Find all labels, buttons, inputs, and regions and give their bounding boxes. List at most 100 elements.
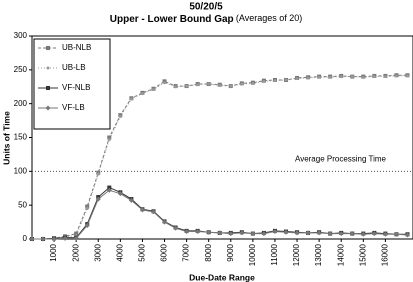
marker [40, 236, 46, 242]
chart-title: 50/20/5 [189, 2, 223, 13]
y-tick-label: 50 [18, 200, 27, 209]
x-tick-label: 14000 [336, 243, 345, 266]
y-tick-label: 150 [14, 133, 28, 142]
marker [118, 115, 122, 119]
marker [228, 231, 234, 237]
marker [404, 232, 410, 238]
y-tick-label: 100 [14, 166, 28, 175]
marker [393, 231, 399, 237]
marker [195, 229, 201, 235]
marker [107, 138, 111, 142]
marker [382, 231, 388, 237]
x-axis-title: Due-Date Range [189, 272, 255, 282]
x-tick-label: 2000 [71, 243, 80, 261]
marker [46, 46, 50, 50]
subtitle: Upper - Lower Bound Gap [110, 14, 234, 25]
y-axis-title: Units of Time [1, 111, 11, 165]
x-tick-label: 8000 [204, 243, 213, 261]
marker [229, 84, 233, 88]
marker [361, 75, 365, 79]
marker [306, 76, 310, 80]
legend-label: UB-NLB [62, 43, 91, 52]
marker [283, 229, 289, 235]
marker [284, 78, 288, 82]
marker [129, 97, 133, 101]
marker [206, 229, 212, 235]
legend-label: VF-NLB [62, 83, 90, 92]
marker [239, 230, 245, 236]
marker [207, 82, 211, 86]
marker [85, 207, 89, 211]
marker [371, 231, 377, 237]
marker [273, 79, 277, 83]
marker [107, 185, 112, 190]
marker [45, 105, 51, 111]
marker [405, 74, 409, 78]
marker [272, 229, 278, 235]
x-tick-label: 4000 [115, 243, 124, 261]
marker [62, 235, 68, 241]
marker [29, 236, 35, 242]
marker [162, 219, 168, 225]
marker [240, 82, 244, 86]
x-tick-label: 12000 [292, 243, 301, 266]
marker [360, 231, 366, 237]
legend-box [33, 38, 111, 130]
marker [173, 225, 179, 231]
marker [317, 75, 321, 79]
marker [150, 209, 156, 215]
x-tick-label: 9000 [226, 243, 235, 261]
marker [51, 236, 57, 242]
x-tick-label: 5000 [138, 243, 147, 261]
legend-label: UB-LB [62, 63, 86, 72]
marker [383, 75, 387, 79]
marker [261, 231, 267, 237]
y-tick-label: 300 [14, 31, 28, 40]
marker [305, 230, 311, 236]
x-tick-label: 3000 [93, 243, 102, 261]
x-tick-label: 6000 [160, 243, 169, 261]
chart-subtitle: Upper - Lower Bound Gap (Averages of 20) [110, 13, 303, 24]
marker [295, 77, 299, 81]
marker [140, 92, 144, 96]
marker [338, 231, 344, 237]
marker [185, 84, 189, 88]
marker [96, 172, 100, 176]
marker [251, 81, 255, 85]
marker [128, 197, 134, 203]
marker [107, 135, 112, 140]
marker [95, 196, 101, 202]
marker [218, 83, 222, 87]
marker [85, 204, 90, 209]
x-tick-label: 10000 [248, 243, 257, 266]
marker [84, 222, 90, 228]
marker [328, 75, 332, 79]
marker [46, 86, 50, 90]
marker [250, 231, 256, 237]
y-tick-label: 0 [23, 234, 28, 243]
marker [174, 85, 178, 89]
x-tick-label: 13000 [314, 243, 323, 266]
marker [217, 230, 223, 236]
marker [350, 75, 354, 79]
marker [394, 74, 398, 78]
marker [74, 231, 79, 236]
y-tick-label: 250 [14, 65, 28, 74]
marker [372, 75, 376, 79]
subtitle-note: (Averages of 20) [236, 13, 302, 23]
x-tick-label: 11000 [270, 243, 279, 265]
marker [117, 191, 123, 197]
reference-label: Average Processing Time [295, 154, 387, 163]
marker [151, 87, 155, 91]
marker [163, 81, 167, 85]
marker [139, 207, 145, 213]
x-tick-label: 16000 [381, 243, 390, 266]
y-tick-label: 200 [14, 99, 28, 108]
marker [349, 231, 355, 237]
marker [316, 230, 322, 236]
marker [106, 187, 112, 193]
legend-label: VF-LB [62, 103, 85, 112]
marker [294, 230, 300, 236]
